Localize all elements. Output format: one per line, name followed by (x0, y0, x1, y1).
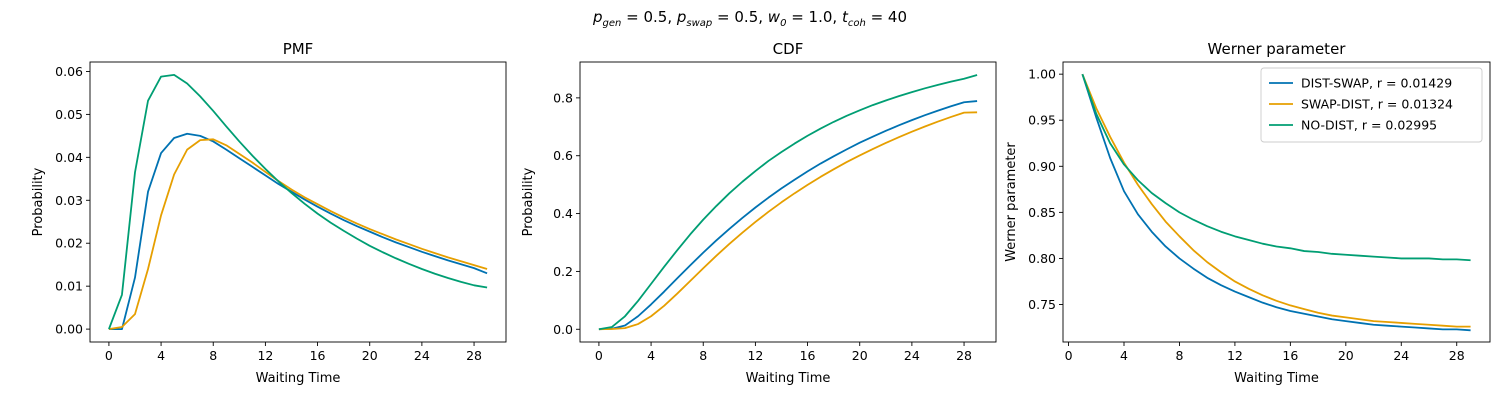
pmf-x-tick-label: 20 (362, 348, 378, 363)
werner-x-tick-label: 12 (1227, 348, 1243, 363)
werner-y-tick-label: 0.80 (1028, 251, 1056, 266)
figure-suptitle: pgen = 0.5, pswap = 0.5, w0 = 1.0, tcoh … (592, 8, 907, 29)
cdf-y-tick-label: 0.2 (553, 264, 573, 279)
cdf-x-axis-label: Waiting Time (746, 371, 831, 386)
pmf-y-tick-label: 0.02 (55, 236, 83, 251)
cdf-x-tick-label: 20 (852, 348, 868, 363)
cdf-x-tick-label: 0 (595, 348, 603, 363)
pmf-axes-frame (89, 61, 507, 343)
werner-series-swap-dist (1081, 73, 1471, 328)
cdf-x-tick-label: 24 (904, 348, 920, 363)
pmf-y-tick-label: 0.01 (55, 279, 83, 294)
pmf-y-axis-label: Probability (31, 167, 46, 236)
pmf-x-tick-label: 24 (414, 348, 430, 363)
cdf-x-tick-label: 8 (699, 348, 707, 363)
cdf-x-tick-label: 12 (747, 348, 763, 363)
pmf-panel: PMF 0 4 8 12 16 20 24 28 0.00 0.01 0.02 0.03 0.04 0.05… (31, 40, 507, 386)
pmf-x-axis-label: Waiting Time (256, 371, 341, 386)
pmf-x-tick-label: 28 (466, 348, 482, 363)
werner-legend-label-dist-swap: DIST-SWAP, r = 0.01429 (1301, 76, 1452, 91)
werner-legend-box (1260, 67, 1483, 143)
cdf-x-tick-label: 16 (800, 348, 816, 363)
cdf-y-tick-label: 0.6 (553, 148, 573, 163)
pmf-y-tick-label: 0.04 (55, 150, 83, 165)
werner-legend-label-no-dist: NO-DIST, r = 0.02995 (1301, 118, 1437, 133)
pmf-x-tick-label: 0 (105, 348, 113, 363)
werner-x-tick-label: 16 (1282, 348, 1298, 363)
pmf-x-tick-label: 8 (209, 348, 217, 363)
cdf-y-axis-label: Probability (521, 167, 536, 236)
werner-panel: Werner parameter 0 4 8 12 16 20 24 28 0.75 0.80 0.8… (1004, 40, 1491, 386)
werner-series-no-dist (1081, 73, 1471, 262)
werner-x-tick-label: 20 (1338, 348, 1354, 363)
pmf-x-tick-label: 16 (310, 348, 326, 363)
cdf-series-swap-dist (598, 111, 978, 331)
werner-title: Werner parameter (1208, 40, 1347, 58)
cdf-y-tick-label: 0.8 (553, 90, 573, 105)
pmf-x-tick-label: 12 (257, 348, 273, 363)
cdf-series-no-dist (598, 74, 978, 331)
cdf-x-tick-label: 28 (956, 348, 972, 363)
werner-y-axis-label: Werner parameter (1004, 142, 1019, 262)
werner-y-tick-label: 1.00 (1028, 67, 1056, 82)
cdf-panel: CDF 0 4 8 12 16 20 24 28 0.0 0.2 0.4 0.6 0.8 Waiting T… (521, 40, 997, 386)
werner-series-dist-swap (1081, 73, 1471, 332)
cdf-series-dist-swap (598, 100, 978, 331)
pmf-y-tick-label: 0.05 (55, 107, 83, 122)
werner-x-axis-label: Waiting Time (1234, 371, 1319, 386)
pmf-y-tick-label: 0.00 (55, 322, 83, 337)
werner-x-tick-label: 0 (1065, 348, 1073, 363)
werner-x-tick-label: 8 (1175, 348, 1183, 363)
werner-x-tick-label: 4 (1120, 348, 1128, 363)
pmf-series-dist-swap (108, 132, 488, 331)
cdf-axes-frame (579, 61, 997, 343)
pmf-x-tick-label: 4 (157, 348, 165, 363)
werner-x-tick-label: 28 (1449, 348, 1465, 363)
pmf-title: PMF (283, 40, 314, 58)
werner-legend-label-swap-dist: SWAP-DIST, r = 0.01324 (1301, 97, 1453, 112)
werner-y-tick-label: 0.75 (1028, 297, 1056, 312)
pmf-series-no-dist (108, 73, 488, 330)
pmf-series-swap-dist (108, 138, 488, 331)
cdf-y-tick-label: 0.0 (553, 322, 573, 337)
cdf-x-tick-label: 4 (647, 348, 655, 363)
pmf-y-tick-label: 0.03 (55, 193, 83, 208)
werner-x-tick-label: 24 (1393, 348, 1409, 363)
cdf-y-tick-label: 0.4 (553, 206, 573, 221)
werner-axes-frame (1062, 61, 1491, 343)
cdf-title: CDF (773, 40, 804, 58)
werner-y-tick-label: 0.95 (1028, 113, 1056, 128)
pmf-y-tick-label: 0.06 (55, 64, 83, 79)
werner-y-tick-label: 0.90 (1028, 159, 1056, 174)
werner-y-tick-label: 0.85 (1028, 205, 1056, 220)
